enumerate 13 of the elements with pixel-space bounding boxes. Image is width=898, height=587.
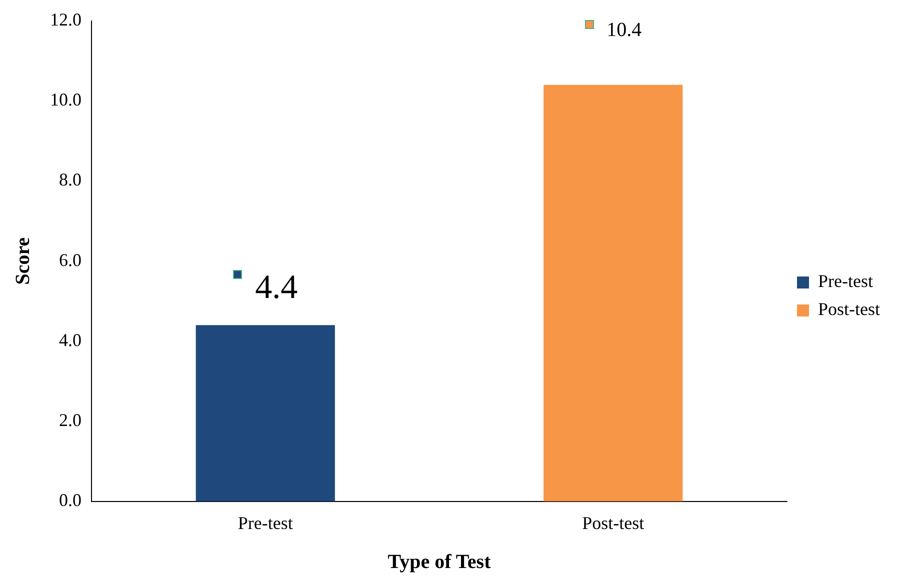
y-tick-label: 8.0 [59,170,82,190]
data-label: 4.4 [255,269,298,306]
x-axis-title: Type of Test [388,551,492,574]
legend-label: Pre-test [818,271,873,292]
y-tick-label: 2.0 [59,410,82,430]
legend-label: Post-test [818,299,880,320]
y-tick-label: 6.0 [59,250,82,270]
y-tick-label: 10.0 [50,90,82,110]
y-tick-label: 0.0 [59,490,82,510]
y-axis-title: Score [12,237,34,285]
y-tick-label: 12.0 [50,10,82,30]
data-label: 10.4 [606,19,642,42]
y-tick-label: 4.0 [59,330,82,350]
